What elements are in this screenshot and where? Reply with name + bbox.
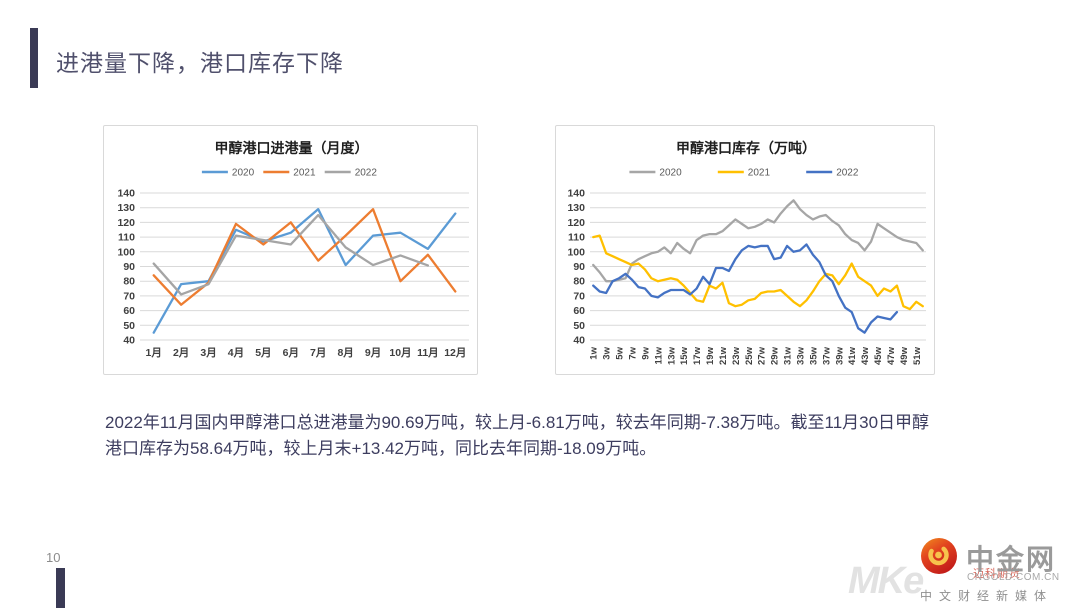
- y-axis-tick-label: 70: [573, 290, 585, 302]
- x-axis-tick-label: 11w: [653, 346, 664, 364]
- x-axis-tick-label: 13w: [666, 346, 677, 365]
- y-axis-tick-label: 130: [117, 202, 135, 214]
- x-axis-tick-label: 9w: [640, 346, 651, 359]
- brand-domain: CNGOLD.COM.CN: [967, 572, 1060, 583]
- x-axis-tick-label: 7月: [310, 347, 326, 359]
- chart-canvas: 甲醇港口进港量（月度） 2020 2021 2022 40 50 60 70 80 90 100 11…: [117, 140, 469, 359]
- legend-label: 2022: [355, 168, 378, 179]
- chart-canvas: 甲醇港口库存（万吨） 2020 2021 2022 40 50 60 70 80 90 100 110…: [567, 140, 926, 365]
- x-axis-tick-label: 35w: [808, 346, 819, 365]
- page-title: 进港量下降，港口库存下降: [56, 50, 344, 76]
- body-text: 2022年11月国内甲醇港口总进港量为90.69万吨，较上月-6.81万吨，较去…: [105, 413, 930, 458]
- y-axis-tick-label: 140: [117, 188, 135, 200]
- chart-title: 甲醇港口库存（万吨）: [676, 140, 816, 156]
- x-axis-tick-label: 51w: [912, 346, 923, 365]
- y-axis-tick-label: 40: [573, 335, 585, 347]
- x-axis-tick-label: 27w: [757, 346, 768, 365]
- y-axis-tick-label: 80: [573, 276, 585, 288]
- x-axis-tick-label: 3月: [200, 347, 216, 359]
- x-axis-tick-label: 29w: [770, 346, 781, 365]
- x-axis-tick-label: 25w: [744, 346, 755, 365]
- x-axis-tick-label: 15w: [679, 346, 690, 365]
- y-axis-tick-label: 80: [123, 276, 135, 288]
- x-axis-tick-label: 5w: [615, 346, 626, 359]
- y-axis-tick-label: 40: [123, 335, 135, 347]
- series-2020-line: [152, 208, 457, 334]
- x-axis-tick-label: 4月: [228, 347, 244, 359]
- legend-label: 2021: [748, 168, 771, 179]
- legend-label: 2021: [293, 168, 316, 179]
- brand-footer: MKe 迈科期货 中金网 CNGOLD.COM.CN 中文财经新媒体: [840, 532, 1070, 603]
- legend-label: 2022: [836, 168, 859, 179]
- x-axis-tick-label: 43w: [860, 346, 871, 365]
- x-axis-tick-label: 1月: [146, 347, 162, 359]
- x-axis-tick-label: 31w: [783, 346, 794, 365]
- x-axis-tick-label: 7w: [628, 346, 639, 359]
- x-axis-tick-label: 1w: [589, 346, 600, 359]
- x-axis-tick-label: 9月: [365, 347, 381, 359]
- y-axis-tick-label: 100: [567, 246, 585, 258]
- x-axis-tick-label: 41w: [847, 346, 858, 365]
- y-axis-tick-label: 90: [573, 261, 585, 273]
- x-axis-tick-label: 8月: [337, 347, 353, 359]
- x-axis-tick-label: 49w: [899, 346, 910, 365]
- footer-accent-bar: [56, 568, 65, 608]
- brand-name: 中金网: [966, 544, 1057, 575]
- y-axis-tick-label: 50: [123, 320, 135, 332]
- y-axis-tick-label: 90: [123, 261, 135, 273]
- x-axis-tick-label: 45w: [873, 346, 884, 365]
- x-axis-tick-label: 23w: [731, 346, 742, 365]
- x-axis-tick-label: 37w: [821, 346, 832, 365]
- series-2022-line: [152, 213, 430, 296]
- y-axis-tick-label: 110: [118, 232, 135, 244]
- page-number: 10: [46, 550, 61, 565]
- y-axis-tick-label: 140: [567, 188, 585, 200]
- y-axis-tick-label: 60: [123, 305, 135, 317]
- series-2022-line: [592, 243, 899, 334]
- x-axis-tick-label: 39w: [834, 346, 845, 365]
- x-axis-tick-label: 17w: [692, 346, 703, 365]
- x-axis-tick-label: 21w: [718, 346, 729, 365]
- y-axis-tick-label: 120: [567, 217, 585, 229]
- watermark-red-text: 迈科期货: [973, 568, 1021, 580]
- inventory-chart: 甲醇港口库存（万吨） 2020 2021 2022 40 50 60 70 80 90 100 110…: [555, 125, 935, 375]
- watermark-text: MKe: [848, 560, 924, 602]
- series-2021-line: [592, 234, 924, 311]
- x-axis-tick-label: 10月: [389, 347, 411, 359]
- title-accent-bar: [30, 28, 38, 88]
- x-axis-tick-label: 6月: [283, 347, 299, 359]
- y-axis-tick-label: 130: [567, 202, 585, 214]
- x-axis-tick-label: 11月: [417, 347, 439, 359]
- x-axis-tick-label: 12月: [444, 347, 466, 359]
- cngold-logo-icon: [921, 538, 957, 574]
- brand-tagline: 中文财经新媒体: [920, 589, 1054, 603]
- x-axis-tick-label: 3w: [602, 346, 613, 359]
- x-axis-tick-label: 2月: [173, 347, 189, 359]
- arrivals-chart: 甲醇港口进港量（月度） 2020 2021 2022 40 50 60 70 80 90 100 11…: [103, 125, 478, 375]
- y-axis-tick-label: 100: [117, 246, 135, 258]
- x-axis-tick-label: 33w: [796, 346, 807, 365]
- y-axis-tick-label: 120: [117, 217, 135, 229]
- y-axis-tick-label: 60: [573, 305, 585, 317]
- y-axis-tick-label: 50: [573, 320, 585, 332]
- x-axis-tick-label: 5月: [255, 347, 271, 359]
- y-axis-tick-label: 70: [123, 290, 135, 302]
- chart-title: 甲醇港口进港量（月度）: [215, 140, 369, 156]
- x-axis-tick-label: 19w: [705, 346, 716, 365]
- legend-label: 2020: [659, 168, 682, 179]
- legend-label: 2020: [232, 168, 255, 179]
- y-axis-tick-label: 110: [568, 232, 585, 244]
- x-axis-tick-label: 47w: [886, 346, 897, 365]
- series-2020-line: [592, 199, 924, 283]
- series-2021-line: [152, 208, 457, 306]
